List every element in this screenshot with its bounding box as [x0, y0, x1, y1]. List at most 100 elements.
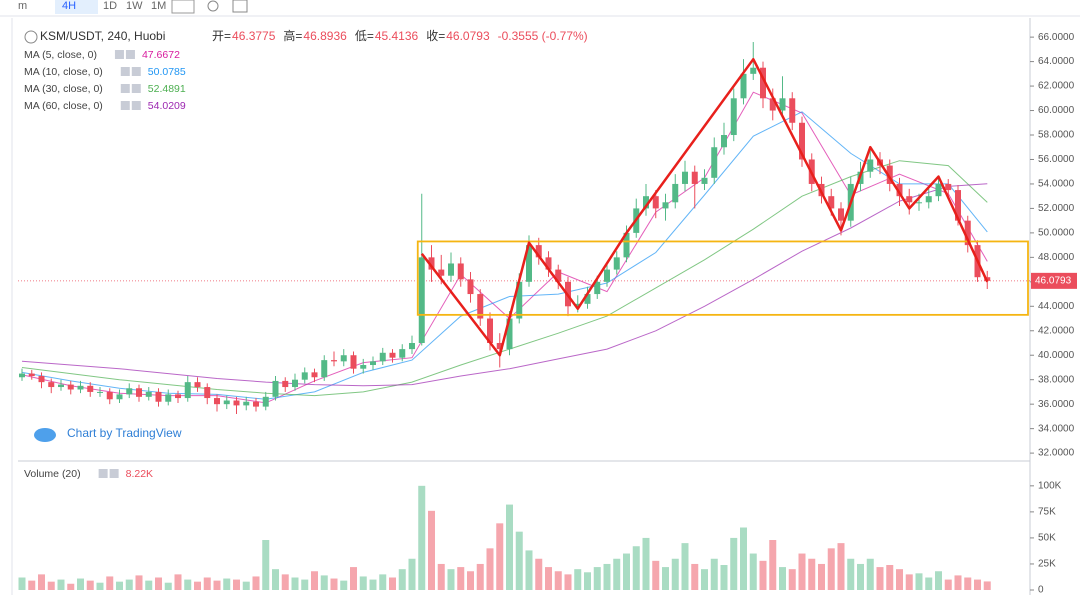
candle-body	[28, 373, 35, 377]
candle-body	[740, 73, 747, 99]
volume-bar	[974, 579, 981, 590]
candle-body	[428, 257, 435, 270]
volume-bar	[359, 576, 367, 590]
volume-bar	[818, 563, 825, 590]
volume-bar	[125, 579, 133, 590]
volume-bar	[320, 575, 328, 590]
volume-bar	[428, 510, 435, 590]
candle-body	[438, 269, 445, 276]
y-tick-label: 62.0000	[1038, 81, 1075, 92]
volume-bar	[272, 569, 279, 590]
candle-body	[526, 245, 532, 282]
legend-close[interactable]	[109, 469, 119, 478]
volume-bar	[564, 574, 572, 590]
candle-body	[194, 382, 201, 388]
volume-bar	[935, 571, 942, 590]
candle-body	[106, 391, 113, 400]
y-tick-label: 52.0000	[1038, 203, 1075, 214]
y-tick-label: 38.0000	[1038, 374, 1075, 385]
volume-bar	[233, 579, 240, 590]
legend-settings[interactable]	[114, 50, 124, 59]
watermark-logo	[34, 428, 56, 442]
legend-settings[interactable]	[120, 67, 130, 76]
volume-bar	[652, 560, 660, 590]
volume-tick-label: 50K	[1038, 533, 1056, 544]
volume-bar	[262, 540, 270, 590]
interval-button[interactable]: m	[18, 0, 27, 12]
active-interval[interactable]	[55, 0, 98, 14]
legend-close[interactable]	[131, 84, 141, 93]
legend-settings[interactable]	[120, 84, 130, 93]
volume-bar	[593, 567, 601, 590]
candle-body	[272, 380, 279, 397]
interval-button[interactable]: 4H	[62, 0, 76, 12]
candle-body	[48, 382, 55, 388]
volume-bar	[418, 485, 426, 590]
volume-tick-label: 0	[1038, 585, 1044, 595]
volume-bar	[457, 567, 465, 590]
volume-bar	[301, 579, 309, 590]
ohlc-label: 开=	[212, 29, 231, 43]
candle-body	[652, 196, 659, 209]
volume-bar	[213, 580, 221, 590]
candle-body	[136, 388, 142, 397]
candle-body	[760, 67, 766, 99]
volume-bar	[515, 531, 523, 590]
legend-settings[interactable]	[98, 469, 108, 478]
legend-close[interactable]	[131, 101, 141, 110]
volume-bar	[145, 580, 153, 590]
interval-button[interactable]: 1W	[126, 0, 143, 12]
interval-button[interactable]: 1M	[151, 0, 166, 12]
legend-value: 47.6672	[142, 49, 180, 61]
candle-body	[370, 361, 376, 366]
candle-body	[613, 257, 620, 270]
ohlc-value: 46.8936	[303, 29, 347, 43]
chart-style-button[interactable]	[171, 0, 195, 14]
legend-settings[interactable]	[120, 101, 130, 110]
candle-body	[896, 183, 903, 197]
volume-bar	[28, 580, 36, 590]
legend-close[interactable]	[125, 50, 135, 59]
ohlc-value: 46.0793	[446, 29, 490, 43]
volume-bar	[603, 563, 611, 590]
legend-value: 50.0785	[148, 66, 186, 78]
y-tick-label: 56.0000	[1038, 154, 1075, 165]
volume-bar	[554, 571, 562, 590]
interval-button[interactable]: 1D	[103, 0, 117, 12]
volume-bar	[164, 582, 172, 590]
volume-bar	[983, 581, 991, 590]
snapshot-button[interactable]	[232, 0, 248, 13]
volume-bar	[964, 577, 972, 590]
volume-bar	[408, 558, 416, 590]
candle-body	[574, 303, 581, 307]
volume-bar	[389, 577, 396, 590]
candle-body	[262, 396, 269, 407]
candle-body	[730, 98, 737, 136]
volume-bar	[369, 579, 377, 590]
symbol-icon	[24, 30, 38, 44]
candle-body	[331, 360, 337, 362]
candle-body	[204, 387, 211, 399]
volume-bar	[398, 569, 406, 590]
volume-bar	[311, 571, 318, 590]
volume-bar	[174, 574, 182, 590]
watermark: Chart by TradingView	[67, 426, 182, 440]
legend-close[interactable]	[131, 67, 141, 76]
volume-bar	[340, 580, 348, 590]
volume-bar	[857, 563, 864, 590]
volume-bar	[506, 504, 513, 590]
y-tick-label: 40.0000	[1038, 350, 1075, 361]
candle-body	[662, 202, 669, 209]
volume-bar	[915, 573, 923, 590]
volume-bar	[710, 558, 718, 590]
candle-body	[955, 190, 961, 221]
volume-bar	[291, 577, 299, 590]
legend-label: MA (5, close, 0)	[24, 49, 97, 61]
candle-body	[448, 263, 454, 276]
settings-button[interactable]	[207, 0, 219, 12]
volume-bar	[749, 553, 757, 590]
legend-label: MA (30, close, 0)	[24, 83, 103, 95]
volume-bar	[886, 565, 894, 590]
volume-bar	[96, 582, 104, 590]
volume-bar	[701, 569, 708, 590]
